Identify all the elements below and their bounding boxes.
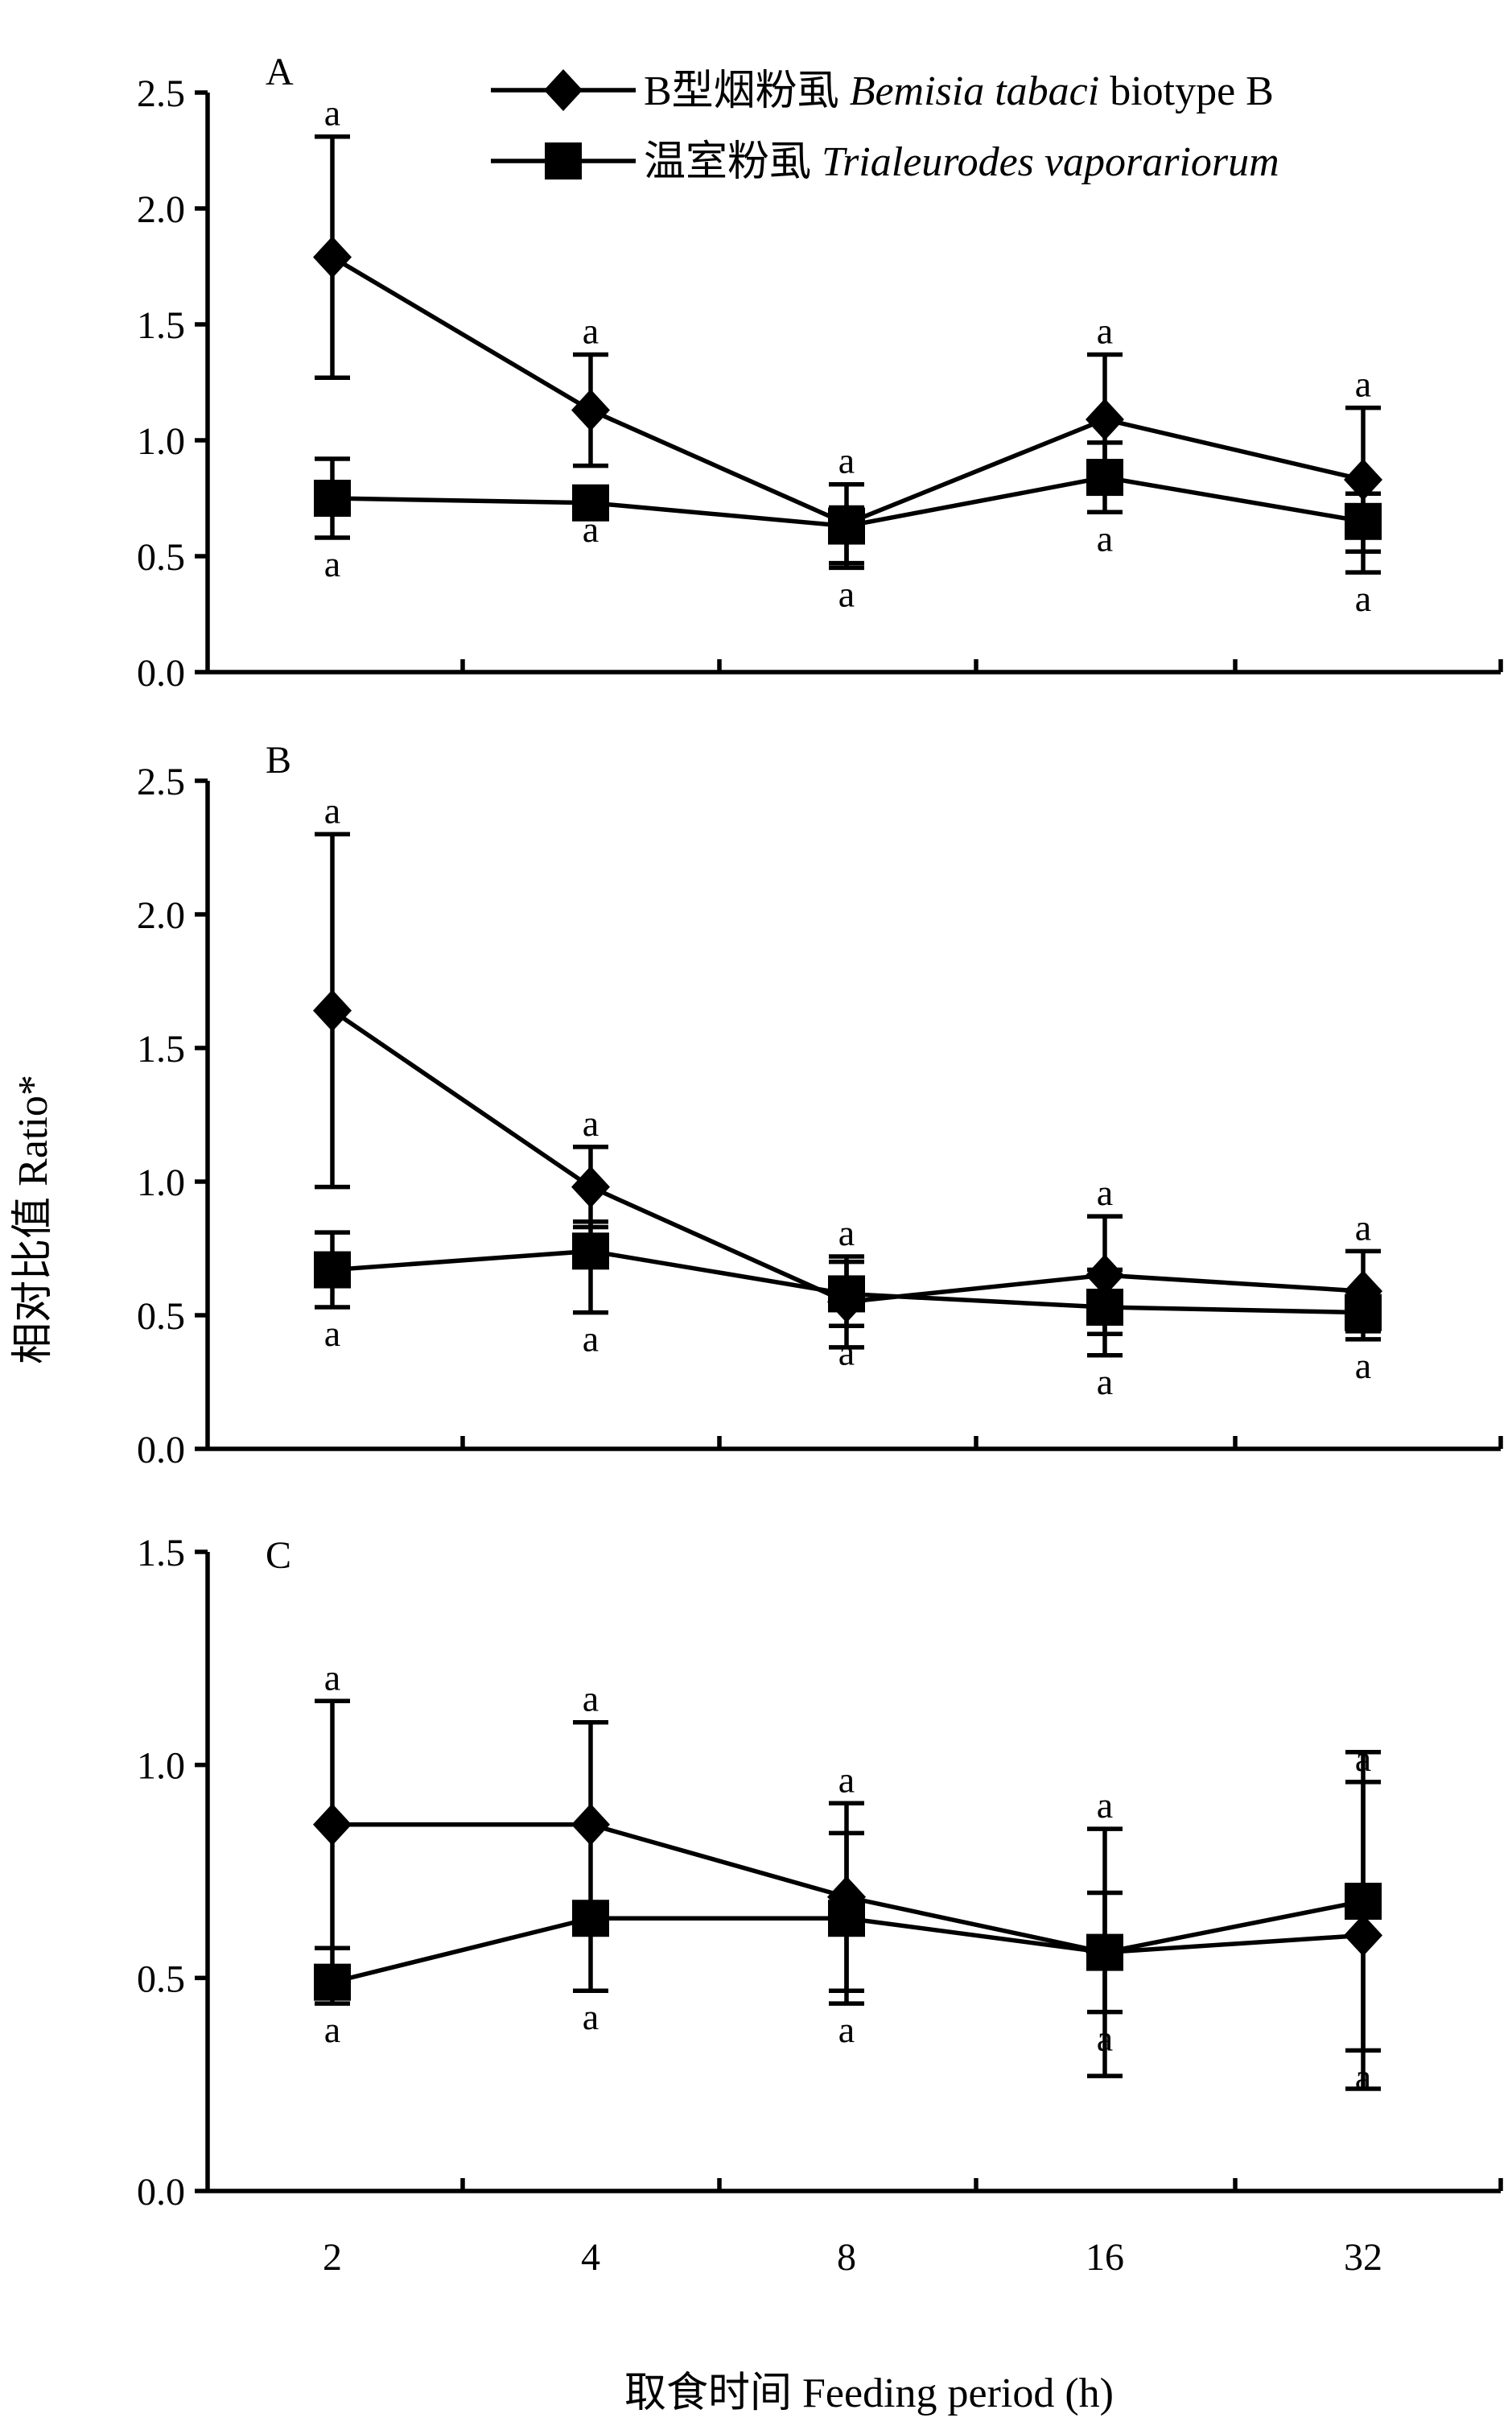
data-point-diamond — [1086, 398, 1124, 441]
x-tick-label: 4 — [581, 2236, 600, 2279]
data-point-square — [1345, 1294, 1382, 1331]
series-square: a a a a a — [314, 1750, 1382, 2097]
panel-b: 0.0 0.5 1.0 1.5 2.0 2.5 Ba a a a a a a a a a — [137, 739, 1503, 1471]
data-point-diamond — [313, 1803, 352, 1846]
significance-letter: a — [583, 509, 599, 550]
significance-letter: a — [324, 790, 340, 831]
y-tick-label: 0.5 — [137, 536, 185, 579]
significance-letter: a — [324, 2009, 340, 2050]
y-axis-title: 相对比值 Ratio* — [10, 1075, 56, 1364]
series-square: a a a a a — [314, 1219, 1382, 1402]
legend: B型烟粉虱 Bemisia tabaci biotype B 温室粉虱 Trial… — [491, 68, 1279, 185]
data-point-square — [1086, 459, 1123, 497]
legend-marker-diamond — [544, 69, 583, 111]
significance-letter: a — [583, 1318, 599, 1360]
significance-letter: a — [583, 310, 599, 351]
x-tick-label: 2 — [323, 2236, 342, 2279]
data-point-square — [828, 1275, 865, 1313]
y-tick-label: 1.0 — [137, 1745, 185, 1788]
x-tick-label: 8 — [837, 2236, 856, 2279]
y-tick-label: 1.5 — [137, 304, 185, 347]
significance-letter: a — [583, 1678, 599, 1719]
significance-letter: a — [838, 1331, 855, 1372]
y-tick-label: 0.5 — [137, 1958, 185, 2000]
y-tick-label: 0.5 — [137, 1295, 185, 1338]
data-point-square — [828, 507, 865, 545]
significance-letter: a — [1097, 2018, 1113, 2059]
chart-panels: 0.0 0.5 1.0 1.5 2.0 2.5 Aa a a a a a a a a a 0.0 0.5 1.0 1.… — [137, 51, 1503, 2279]
legend-marker-square — [545, 142, 582, 179]
panel-c: 0.00.51.01.5Caaaaaaaaaa2481632 — [137, 1532, 1503, 2279]
x-tick-label: 32 — [1344, 2236, 1382, 2279]
significance-letter: a — [324, 543, 340, 584]
significance-letter: a — [1097, 1172, 1113, 1213]
legend-label: 温室粉虱 Trialeurodes vaporariorum — [644, 139, 1279, 185]
data-point-square — [828, 1900, 865, 1937]
significance-letter: a — [838, 440, 855, 481]
y-tick-label: 1.0 — [137, 1161, 185, 1204]
data-point-diamond — [313, 236, 352, 279]
legend-entry-diamond: B型烟粉虱 Bemisia tabaci biotype B — [491, 68, 1274, 114]
significance-letter: a — [1355, 2056, 1371, 2097]
significance-letter: a — [324, 1313, 340, 1354]
data-point-square — [314, 1251, 351, 1289]
y-tick-label: 2.0 — [137, 188, 185, 231]
significance-letter: a — [1097, 1361, 1113, 1402]
legend-entry-square: 温室粉虱 Trialeurodes vaporariorum — [491, 139, 1279, 185]
y-tick-label: 1.5 — [137, 1532, 185, 1574]
y-tick-label: 2.5 — [137, 761, 185, 803]
significance-letter: a — [324, 93, 340, 134]
data-point-square — [1345, 502, 1382, 540]
significance-letter: a — [583, 1996, 599, 2037]
significance-letter: a — [1355, 578, 1371, 619]
y-tick-label: 0.0 — [137, 652, 185, 695]
data-point-square — [1345, 1883, 1382, 1921]
data-point-square — [314, 1963, 351, 2001]
y-tick-label: 2.5 — [137, 72, 185, 115]
significance-letter: a — [1097, 518, 1113, 559]
significance-letter: a — [838, 1759, 855, 1800]
significance-letter: a — [1355, 364, 1371, 405]
series-square: a a a a a — [314, 440, 1382, 619]
data-point-diamond — [571, 1803, 610, 1846]
data-point-square — [572, 1900, 609, 1937]
x-axis-title: 取食时间 Feeding period (h) — [624, 2370, 1114, 2416]
data-point-square — [572, 1232, 609, 1270]
significance-letter: a — [324, 1657, 340, 1698]
significance-letter: a — [838, 1212, 855, 1253]
data-point-diamond — [571, 1166, 610, 1208]
x-tick-label: 16 — [1086, 2236, 1124, 2279]
significance-letter: a — [1355, 1345, 1371, 1386]
y-tick-label: 0.0 — [137, 1429, 185, 1471]
data-point-diamond — [1344, 458, 1382, 501]
legend-label: B型烟粉虱 Bemisia tabaci biotype B — [644, 68, 1274, 114]
significance-letter: a — [583, 1103, 599, 1144]
significance-letter: a — [1097, 310, 1113, 351]
y-tick-label: 2.0 — [137, 894, 185, 937]
data-point-square — [1086, 1933, 1123, 1971]
panel-a: 0.0 0.5 1.0 1.5 2.0 2.5 Aa a a a a a a a a a — [137, 51, 1503, 695]
data-point-square — [572, 484, 609, 522]
panel-letter: C — [266, 1534, 291, 1577]
significance-letter: a — [838, 2009, 855, 2050]
panel-letter: A — [266, 51, 294, 93]
y-tick-label: 1.5 — [137, 1028, 185, 1071]
significance-letter: a — [1097, 1785, 1113, 1826]
data-point-square — [314, 480, 351, 517]
data-point-diamond — [571, 389, 610, 431]
panel-letter: B — [266, 739, 291, 782]
data-point-diamond — [313, 989, 352, 1032]
significance-letter: a — [838, 573, 855, 614]
y-tick-label: 0.0 — [137, 2171, 185, 2214]
significance-letter: a — [1355, 1207, 1371, 1248]
y-tick-label: 1.0 — [137, 420, 185, 463]
data-point-square — [1086, 1289, 1123, 1327]
